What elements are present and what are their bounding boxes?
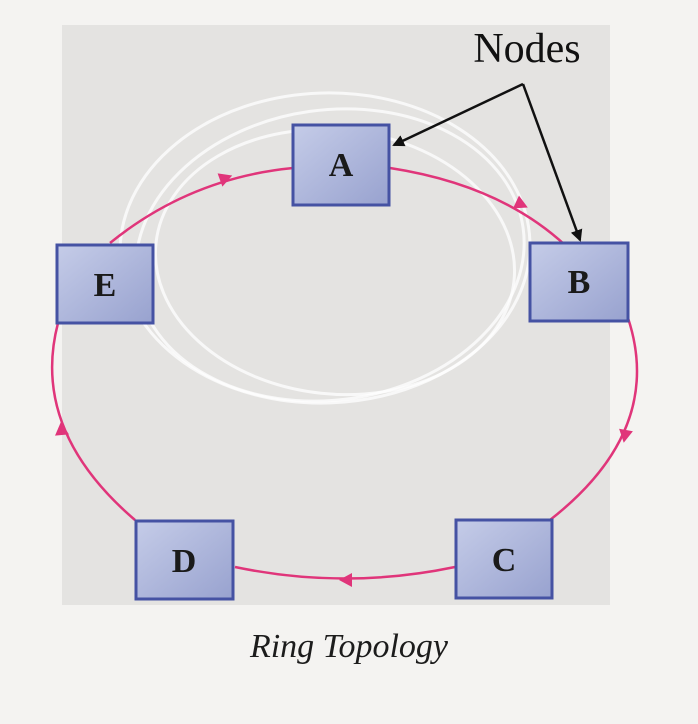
node-d: D xyxy=(134,519,235,601)
node-b: B xyxy=(528,241,630,323)
callout-arrow-to-b xyxy=(521,83,583,242)
ring-arrowhead-a-b xyxy=(513,195,528,209)
ring-arrowhead-d-e xyxy=(55,422,69,436)
ring-arrowhead-b-c xyxy=(619,428,633,443)
ring-arrowhead-c-d xyxy=(339,573,352,587)
callout-arrow-to-a xyxy=(392,82,524,147)
node-a: A xyxy=(291,123,391,207)
nodes-callout: Nodes xyxy=(392,26,583,242)
node-c-label: C xyxy=(492,542,517,579)
ring-arrowhead-e-a xyxy=(217,173,233,187)
ring-link-a-b xyxy=(389,166,566,246)
node-e-label: E xyxy=(94,267,117,304)
ring-link-e-a xyxy=(109,166,294,244)
diagram-caption: Ring Topology xyxy=(249,628,449,665)
node-a-label: A xyxy=(329,147,354,184)
ring-arrows xyxy=(55,173,633,587)
nodes-callout-label: Nodes xyxy=(473,26,580,72)
ring xyxy=(50,166,639,580)
node-e: E xyxy=(55,243,155,325)
node-c: C xyxy=(454,518,554,600)
node-b-label: B xyxy=(568,264,591,301)
ring-link-b-c xyxy=(549,317,639,521)
node-d-label: D xyxy=(172,543,197,580)
